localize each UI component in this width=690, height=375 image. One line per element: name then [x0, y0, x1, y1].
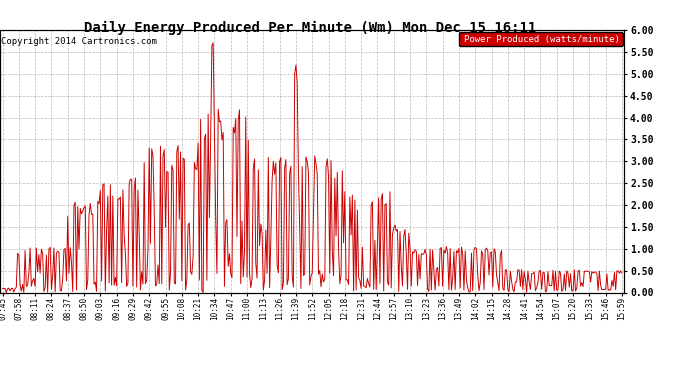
Text: Copyright 2014 Cartronics.com: Copyright 2014 Cartronics.com [1, 37, 157, 46]
Text: Daily Energy Produced Per Minute (Wm) Mon Dec 15 16:11: Daily Energy Produced Per Minute (Wm) Mo… [84, 21, 537, 35]
Legend: Power Produced (watts/minute): Power Produced (watts/minute) [459, 32, 622, 46]
